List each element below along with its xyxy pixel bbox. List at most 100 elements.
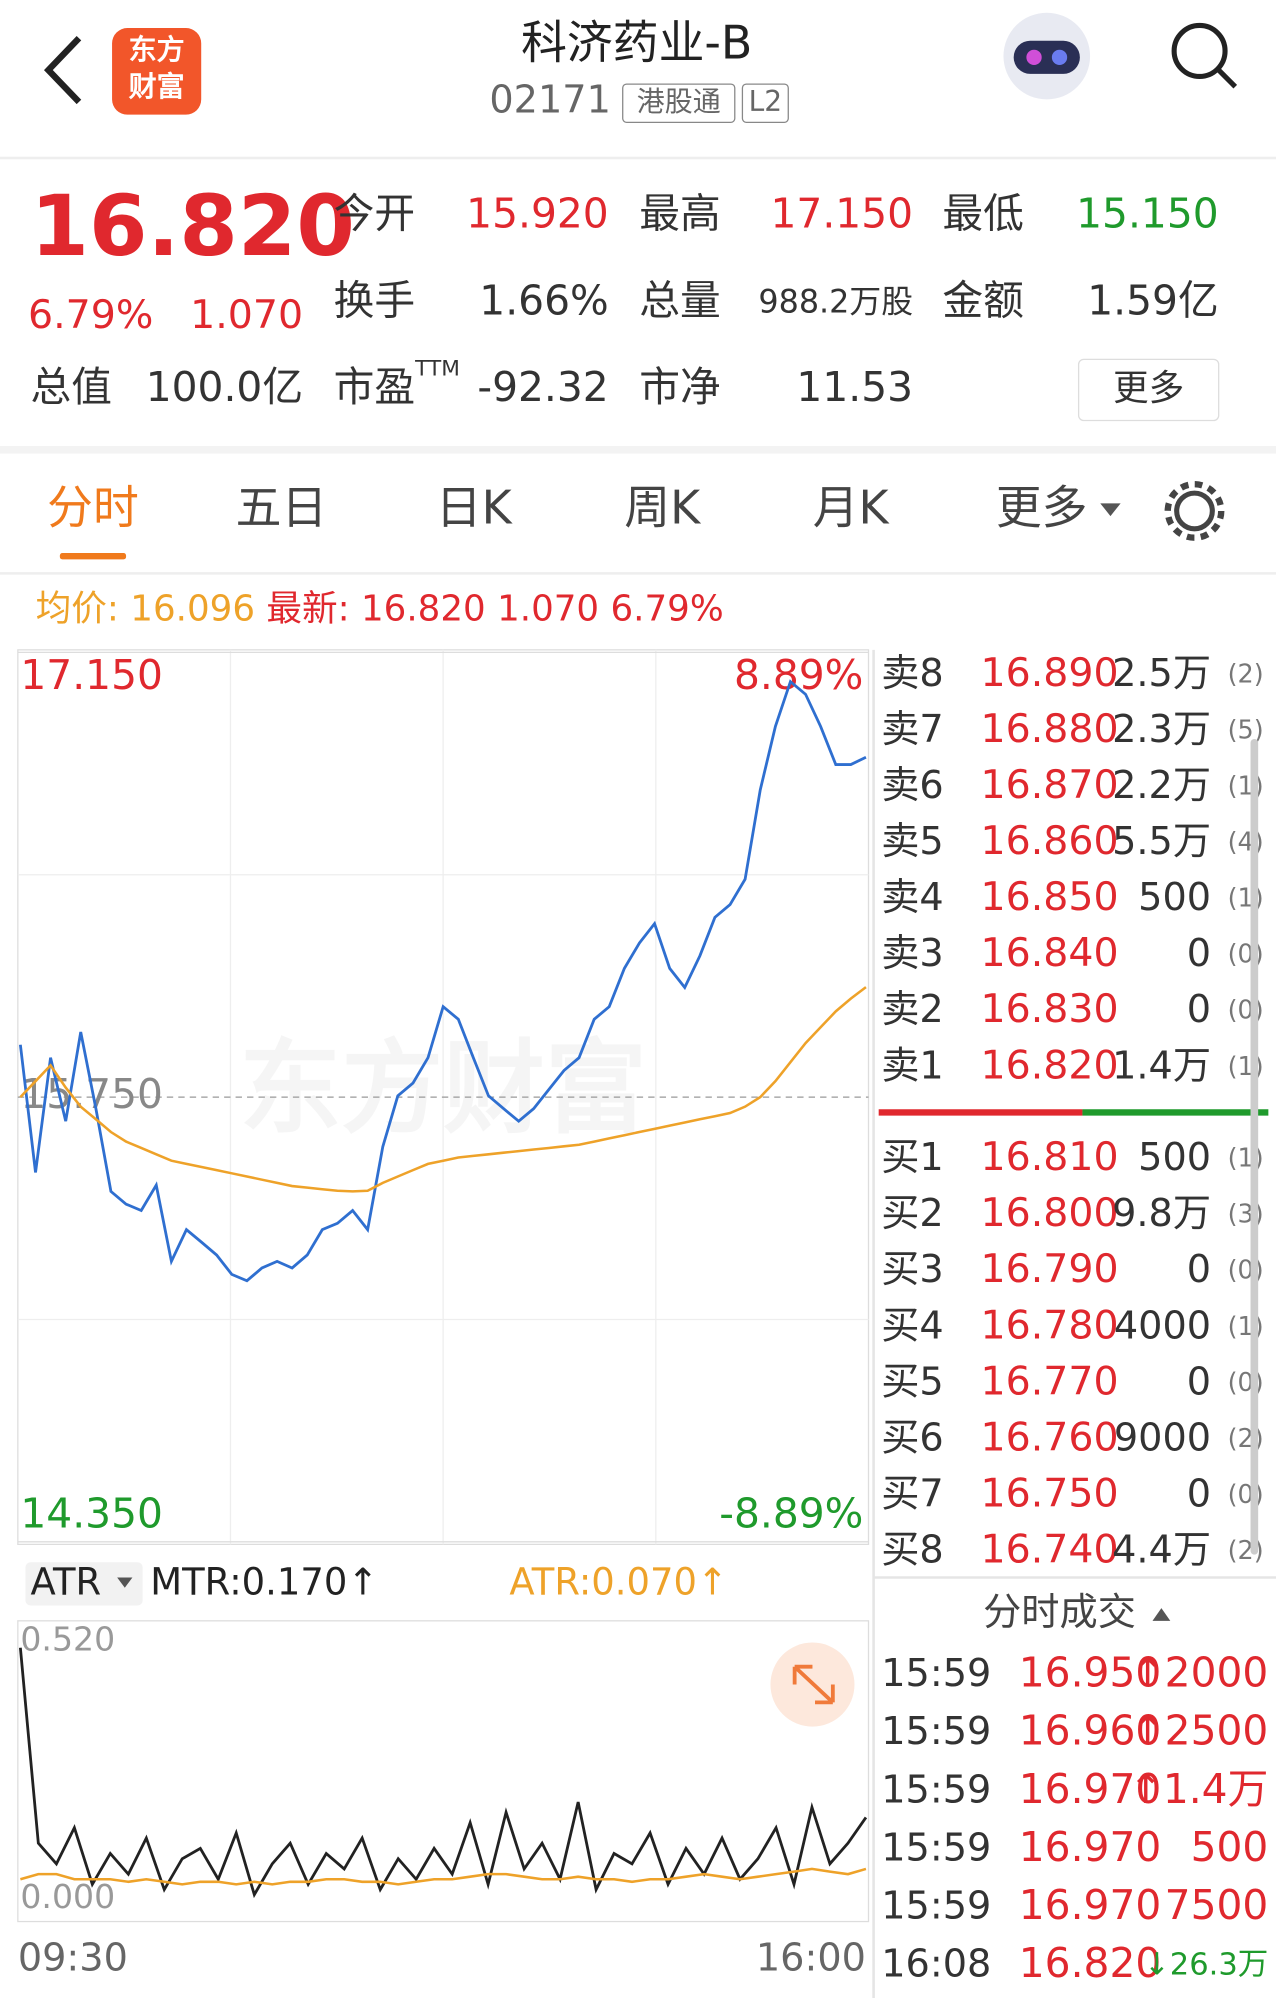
- trade-price: 16.970: [1019, 1765, 1162, 1813]
- tab-indicator: [59, 553, 127, 560]
- settings-button[interactable]: [1164, 481, 1225, 541]
- avatar-eye: [1026, 49, 1042, 65]
- tab[interactable]: 月K: [813, 480, 891, 534]
- field-value: 1.66%: [479, 276, 608, 324]
- book-volume: 0: [1187, 988, 1211, 1032]
- change: 1.070: [497, 588, 599, 629]
- more-button-label: 更多: [1113, 368, 1184, 409]
- book-volume: 0: [1187, 1248, 1211, 1292]
- tab[interactable]: 更多: [996, 480, 1088, 534]
- expand-icon: [792, 1664, 835, 1705]
- y-tick-label: 17.150: [20, 651, 163, 699]
- change-pct: 6.79%: [28, 292, 153, 338]
- summary-line: 均价: 16.096 最新: 16.820 1.070 6.79%: [36, 588, 724, 629]
- logo: [112, 28, 202, 115]
- series-line: [20, 1867, 867, 1886]
- trade-time: 15:59: [881, 1652, 991, 1696]
- expand-button[interactable]: [770, 1642, 855, 1727]
- sort-arrow[interactable]: [1152, 1608, 1171, 1621]
- y-tick-label: 0.520: [20, 1620, 115, 1659]
- tag-box: [741, 83, 789, 123]
- stock-code: 02171: [489, 78, 610, 122]
- avg-price: 16.096: [130, 588, 255, 629]
- book-volume: 2.2万: [1112, 764, 1211, 808]
- field-label: 市净: [639, 363, 720, 411]
- field-label: 换手: [334, 276, 415, 324]
- logo-text: 东方: [129, 33, 185, 66]
- avg-label: 均价:: [36, 588, 119, 629]
- book-price: 16.860: [981, 818, 1119, 864]
- scrollbar: [1250, 739, 1259, 1555]
- last-label: 最新:: [266, 588, 349, 629]
- trade-price: 16.960: [1019, 1707, 1162, 1755]
- market-cap: 100.0亿: [146, 363, 303, 411]
- x-tick-label: 09:30: [18, 1936, 128, 1980]
- book-count: (1): [1228, 884, 1264, 914]
- book-volume: 4000: [1114, 1304, 1211, 1348]
- book-count: (0): [1228, 996, 1264, 1026]
- legend-entry: ATR:0.070↑: [509, 1560, 728, 1603]
- trade-volume: ↑2500: [1131, 1707, 1269, 1755]
- book-count: (1): [1228, 1312, 1264, 1342]
- book-volume: 5.5万: [1112, 820, 1211, 864]
- book-count: (0): [1228, 1256, 1264, 1286]
- trade-time: 15:59: [881, 1710, 991, 1754]
- quote-fields: 今开 15.920 最高 17.150 最低 15.150 换手 1.66% 总量 988.2万股…: [334, 190, 1219, 411]
- book-label: 卖8: [881, 652, 943, 696]
- tab[interactable]: 周K: [624, 480, 702, 534]
- book-count: (1): [1228, 1052, 1264, 1082]
- book-volume: 9.8万: [1112, 1192, 1211, 1236]
- book-label: 卖4: [881, 876, 943, 920]
- y-tick-label: 14.350: [20, 1489, 163, 1537]
- book-count: (2): [1228, 1424, 1264, 1454]
- tab[interactable]: 五日: [236, 480, 328, 534]
- book-price: 16.820: [981, 1042, 1119, 1088]
- book-count: (4): [1228, 828, 1264, 858]
- field-value: 15.150: [1076, 190, 1219, 238]
- tab[interactable]: 日K: [436, 480, 514, 534]
- book-label: 买4: [881, 1304, 943, 1348]
- book-label: 买7: [881, 1472, 943, 1516]
- trade-volume: ↓26.3万: [1144, 1948, 1268, 1983]
- indicator-selector[interactable]: [25, 1562, 143, 1606]
- back-button[interactable]: [43, 36, 82, 105]
- field-label: 最低: [942, 190, 1023, 238]
- book-label: 卖2: [881, 988, 943, 1032]
- book-count: (0): [1228, 940, 1264, 970]
- book-volume: 9000: [1114, 1416, 1211, 1460]
- trade-price: 16.820: [1019, 1939, 1162, 1987]
- trade-volume: ↑2000: [1131, 1649, 1269, 1697]
- book-price: 16.880: [981, 706, 1119, 752]
- book-label: 买1: [881, 1136, 943, 1180]
- tag: L2: [749, 85, 782, 118]
- more-button[interactable]: [1077, 358, 1220, 422]
- y-tick-label: 0.000: [20, 1877, 115, 1916]
- avatar-visor: [1013, 40, 1080, 74]
- book-price: 16.770: [981, 1358, 1119, 1404]
- book-price: 16.780: [981, 1302, 1119, 1348]
- search-icon: [1171, 22, 1228, 80]
- search-icon: [1215, 67, 1238, 89]
- x-tick-label: 16:00: [756, 1936, 866, 1980]
- book-label: 买8: [881, 1529, 943, 1573]
- book-label: 卖7: [881, 708, 943, 752]
- book-volume: 0: [1187, 932, 1211, 976]
- tab[interactable]: 分时: [47, 480, 139, 534]
- field-value: 11.53: [796, 363, 913, 411]
- book-label: 卖3: [881, 932, 943, 976]
- trades-title: 分时成交: [983, 1591, 1136, 1635]
- book-label: 买5: [881, 1360, 943, 1404]
- search-button[interactable]: [1171, 22, 1238, 89]
- dropdown-arrow: [1100, 503, 1121, 517]
- field-label: 市盈: [334, 363, 415, 411]
- tag-box: [622, 83, 736, 123]
- trade-price: 16.970: [1019, 1823, 1162, 1871]
- book-label: 买3: [881, 1248, 943, 1292]
- trade-time: 15:59: [881, 1885, 991, 1929]
- legend-entry: MTR:0.170↑: [150, 1560, 378, 1603]
- logo-text: 财富: [129, 70, 185, 103]
- book-count: (0): [1228, 1480, 1264, 1510]
- dropdown-arrow: [117, 1577, 133, 1588]
